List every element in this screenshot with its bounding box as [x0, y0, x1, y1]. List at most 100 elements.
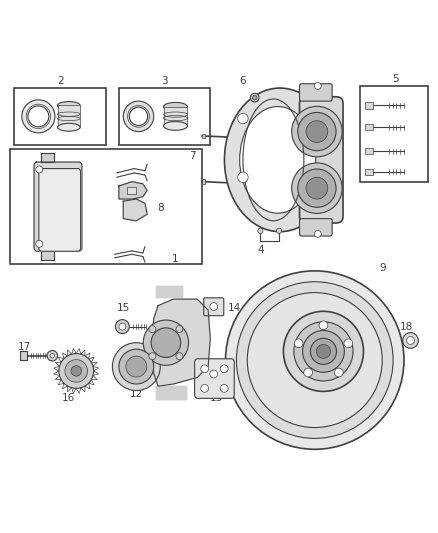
Bar [201, 180, 205, 184]
Circle shape [50, 353, 54, 358]
Circle shape [116, 320, 129, 334]
Circle shape [251, 93, 259, 102]
Circle shape [314, 83, 321, 90]
Ellipse shape [163, 122, 187, 130]
Circle shape [149, 353, 156, 360]
Circle shape [65, 360, 88, 382]
Circle shape [220, 384, 228, 392]
Text: 9: 9 [379, 263, 385, 273]
Text: 16: 16 [62, 393, 75, 403]
Circle shape [283, 311, 364, 391]
Text: 11: 11 [317, 429, 330, 439]
Text: 14: 14 [228, 303, 241, 313]
Bar [57, 106, 80, 127]
Polygon shape [34, 162, 82, 251]
Polygon shape [156, 286, 182, 297]
FancyBboxPatch shape [204, 365, 224, 383]
Ellipse shape [57, 123, 80, 131]
Circle shape [238, 114, 248, 124]
Circle shape [303, 330, 344, 372]
FancyBboxPatch shape [300, 219, 332, 236]
Circle shape [294, 339, 303, 348]
Polygon shape [41, 251, 53, 260]
Text: 5: 5 [392, 75, 399, 84]
Circle shape [201, 365, 208, 373]
Circle shape [311, 338, 336, 365]
FancyBboxPatch shape [300, 97, 343, 223]
Circle shape [119, 349, 154, 384]
FancyBboxPatch shape [204, 298, 224, 316]
Circle shape [28, 106, 49, 127]
Text: 2: 2 [57, 76, 64, 86]
Circle shape [335, 368, 343, 377]
Polygon shape [156, 386, 186, 399]
Bar [365, 124, 373, 130]
Circle shape [176, 353, 183, 360]
Circle shape [47, 351, 57, 361]
Bar [20, 351, 27, 360]
Circle shape [276, 228, 282, 233]
Circle shape [126, 356, 147, 377]
Circle shape [292, 107, 342, 157]
Circle shape [247, 293, 382, 427]
Circle shape [406, 336, 414, 344]
Circle shape [319, 321, 328, 329]
Circle shape [220, 365, 228, 373]
FancyBboxPatch shape [194, 359, 234, 398]
Circle shape [298, 112, 336, 151]
Text: 17: 17 [18, 342, 31, 352]
Bar [365, 102, 373, 109]
Circle shape [237, 282, 393, 439]
Bar [365, 148, 373, 154]
Circle shape [210, 370, 218, 378]
Circle shape [151, 328, 181, 358]
Circle shape [119, 323, 126, 330]
Circle shape [403, 333, 418, 349]
Ellipse shape [224, 88, 336, 232]
Text: 10: 10 [265, 322, 278, 333]
Circle shape [226, 271, 404, 449]
Text: 7: 7 [190, 150, 196, 160]
Circle shape [317, 344, 330, 358]
Circle shape [59, 353, 94, 389]
Polygon shape [41, 154, 53, 162]
Text: 8: 8 [157, 203, 163, 213]
Text: 15: 15 [117, 303, 130, 313]
Text: 6: 6 [240, 76, 246, 86]
Circle shape [210, 303, 218, 310]
Ellipse shape [163, 102, 187, 111]
Polygon shape [123, 199, 147, 221]
Circle shape [36, 240, 43, 247]
Circle shape [123, 101, 154, 132]
Ellipse shape [240, 107, 316, 213]
Circle shape [306, 120, 328, 142]
Text: 12: 12 [130, 389, 143, 399]
Bar [360, 86, 428, 182]
Text: 18: 18 [399, 321, 413, 332]
Text: 4: 4 [258, 245, 264, 255]
Bar [201, 134, 205, 138]
Polygon shape [152, 299, 210, 386]
Bar [365, 168, 373, 175]
Bar [14, 88, 106, 144]
Circle shape [143, 320, 188, 365]
Bar [119, 88, 210, 144]
Text: 1: 1 [172, 254, 179, 264]
Circle shape [201, 384, 208, 392]
Circle shape [113, 343, 160, 391]
Circle shape [258, 228, 263, 233]
Bar [127, 187, 136, 194]
Circle shape [294, 322, 353, 381]
Circle shape [36, 166, 43, 173]
Circle shape [292, 163, 342, 213]
FancyBboxPatch shape [300, 84, 332, 101]
Circle shape [176, 326, 183, 333]
Circle shape [149, 326, 156, 333]
Circle shape [129, 107, 148, 125]
Polygon shape [119, 182, 147, 199]
Circle shape [298, 169, 336, 207]
Circle shape [314, 230, 321, 237]
Circle shape [71, 366, 81, 376]
Circle shape [253, 95, 257, 100]
Circle shape [304, 368, 312, 377]
